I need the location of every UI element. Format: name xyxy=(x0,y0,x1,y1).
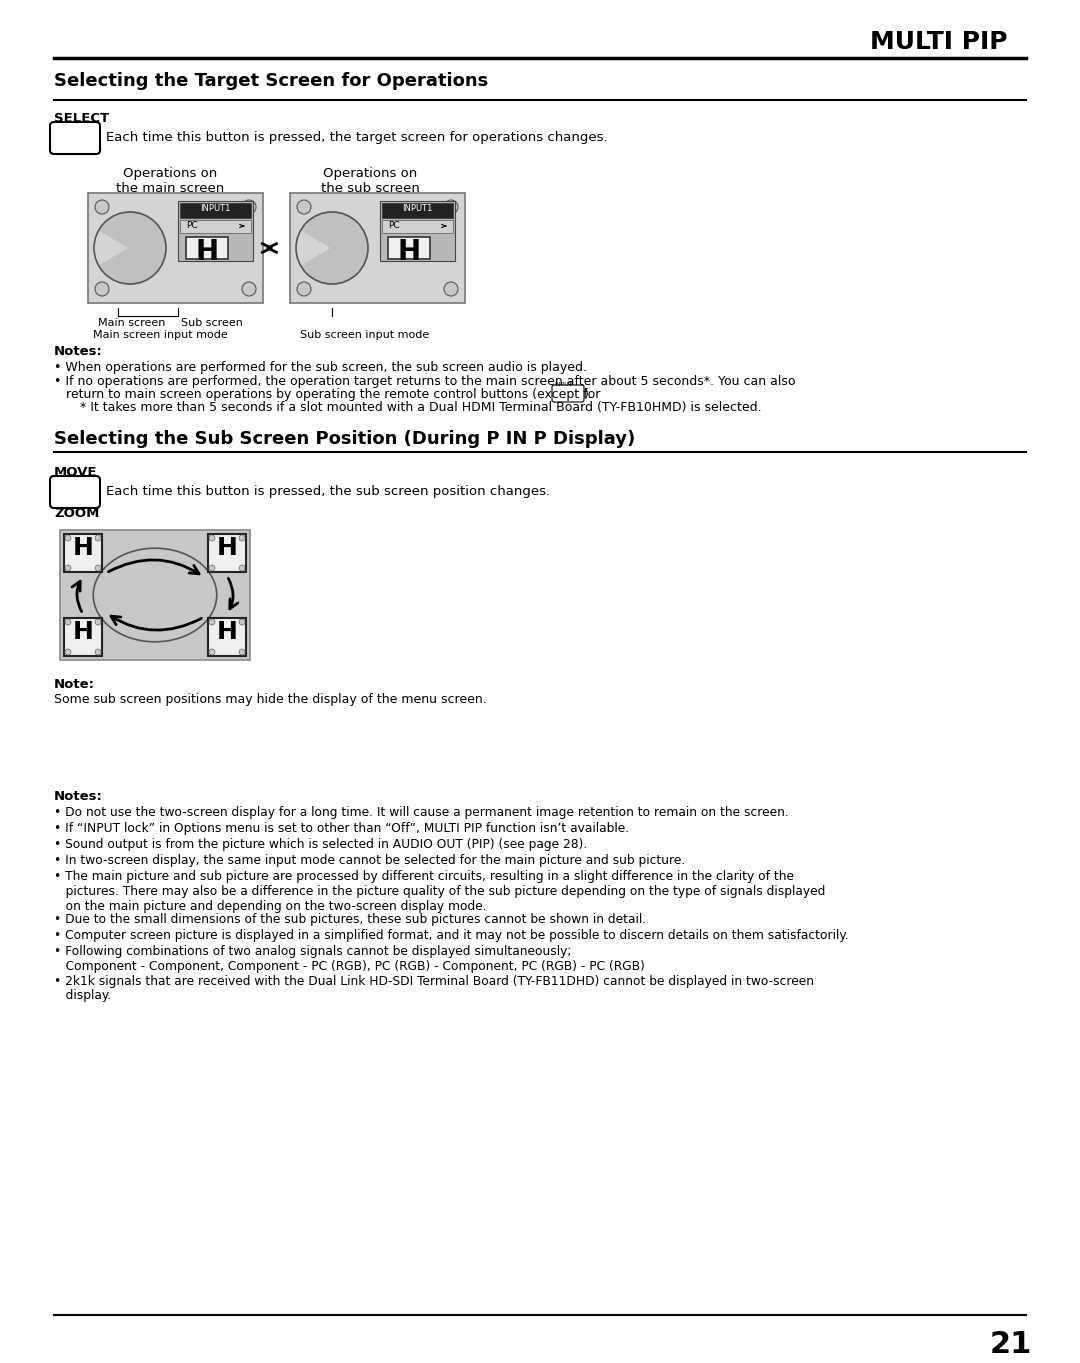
FancyBboxPatch shape xyxy=(388,237,430,259)
Circle shape xyxy=(95,649,102,656)
FancyBboxPatch shape xyxy=(208,617,246,656)
Circle shape xyxy=(242,282,256,296)
Ellipse shape xyxy=(93,548,217,642)
Circle shape xyxy=(239,649,245,656)
Circle shape xyxy=(242,200,256,214)
Circle shape xyxy=(239,566,245,571)
Text: Main screen: Main screen xyxy=(98,318,165,328)
Text: MULTI PIP: MULTI PIP xyxy=(870,30,1008,55)
Text: • Do not use the two-screen display for a long time. It will cause a permanent i: • Do not use the two-screen display for … xyxy=(54,806,788,819)
Text: Notes:: Notes: xyxy=(54,345,103,358)
FancyBboxPatch shape xyxy=(552,384,584,402)
Text: Note:: Note: xyxy=(54,677,95,691)
Circle shape xyxy=(297,200,311,214)
FancyBboxPatch shape xyxy=(50,476,100,508)
Text: Operations on
the sub screen: Operations on the sub screen xyxy=(321,168,419,195)
Circle shape xyxy=(297,282,311,296)
Text: • Computer screen picture is displayed in a simplified format, and it may not be: • Computer screen picture is displayed i… xyxy=(54,930,849,942)
Circle shape xyxy=(65,619,71,626)
Text: Sub screen input mode: Sub screen input mode xyxy=(300,330,429,339)
Text: return to main screen operations by operating the remote control buttons (except: return to main screen operations by oper… xyxy=(54,388,600,401)
Text: • In two-screen display, the same input mode cannot be selected for the main pic: • In two-screen display, the same input … xyxy=(54,855,685,867)
Text: INPUT: INPUT xyxy=(554,382,572,387)
Circle shape xyxy=(444,200,458,214)
FancyBboxPatch shape xyxy=(382,219,453,233)
Text: Main screen input mode: Main screen input mode xyxy=(93,330,228,339)
Circle shape xyxy=(95,566,102,571)
Text: • The main picture and sub picture are processed by different circuits, resultin: • The main picture and sub picture are p… xyxy=(54,870,825,913)
Text: H: H xyxy=(217,620,238,643)
Text: Operations on
the main screen: Operations on the main screen xyxy=(116,168,225,195)
Circle shape xyxy=(95,536,102,541)
Text: Each time this button is pressed, the sub screen position changes.: Each time this button is pressed, the su… xyxy=(106,485,550,497)
Text: • Following combinations of two analog signals cannot be displayed simultaneousl: • Following combinations of two analog s… xyxy=(54,945,645,973)
Text: • 2k1k signals that are received with the Dual Link HD-SDI Terminal Board (TY-FB: • 2k1k signals that are received with th… xyxy=(54,975,814,1003)
Text: INPUT1: INPUT1 xyxy=(200,204,231,213)
FancyBboxPatch shape xyxy=(87,194,264,303)
Text: Some sub screen positions may hide the display of the menu screen.: Some sub screen positions may hide the d… xyxy=(54,692,487,706)
Text: * It takes more than 5 seconds if a slot mounted with a Dual HDMI Terminal Board: * It takes more than 5 seconds if a slot… xyxy=(68,401,761,414)
FancyBboxPatch shape xyxy=(64,617,102,656)
FancyBboxPatch shape xyxy=(60,530,249,660)
Circle shape xyxy=(95,282,109,296)
Circle shape xyxy=(95,619,102,626)
FancyBboxPatch shape xyxy=(380,200,455,260)
FancyBboxPatch shape xyxy=(178,200,253,260)
Text: ZOOM: ZOOM xyxy=(54,507,99,521)
FancyBboxPatch shape xyxy=(64,534,102,572)
Text: 21: 21 xyxy=(990,1330,1032,1359)
Text: H: H xyxy=(397,239,420,266)
Text: Selecting the Target Screen for Operations: Selecting the Target Screen for Operatio… xyxy=(54,72,488,90)
Text: PC: PC xyxy=(186,221,198,230)
Circle shape xyxy=(444,282,458,296)
Wedge shape xyxy=(99,213,166,284)
Circle shape xyxy=(210,536,215,541)
Text: Each time this button is pressed, the target screen for operations changes.: Each time this button is pressed, the ta… xyxy=(106,131,608,144)
Text: INPUT1: INPUT1 xyxy=(403,204,433,213)
FancyBboxPatch shape xyxy=(50,123,100,154)
FancyBboxPatch shape xyxy=(208,534,246,572)
FancyBboxPatch shape xyxy=(186,237,228,259)
Text: PC: PC xyxy=(388,221,400,230)
Text: MOVE: MOVE xyxy=(54,466,97,478)
Text: Sub screen: Sub screen xyxy=(181,318,243,328)
Text: ).: ). xyxy=(584,388,593,401)
FancyBboxPatch shape xyxy=(382,203,453,218)
Circle shape xyxy=(210,649,215,656)
Circle shape xyxy=(65,536,71,541)
Circle shape xyxy=(239,619,245,626)
Text: • If no operations are performed, the operation target returns to the main scree: • If no operations are performed, the op… xyxy=(54,375,796,388)
Circle shape xyxy=(210,619,215,626)
Text: SELECT: SELECT xyxy=(54,112,109,125)
Text: • If “INPUT lock” in Options menu is set to other than “Off”, MULTI PIP function: • If “INPUT lock” in Options menu is set… xyxy=(54,822,630,836)
Circle shape xyxy=(65,566,71,571)
Circle shape xyxy=(210,566,215,571)
FancyBboxPatch shape xyxy=(180,219,251,233)
Text: H: H xyxy=(72,536,94,560)
Text: H: H xyxy=(217,536,238,560)
Circle shape xyxy=(65,649,71,656)
FancyBboxPatch shape xyxy=(180,203,251,218)
Text: Notes:: Notes: xyxy=(54,791,103,803)
FancyBboxPatch shape xyxy=(291,194,465,303)
Text: • Due to the small dimensions of the sub pictures, these sub pictures cannot be : • Due to the small dimensions of the sub… xyxy=(54,913,646,925)
Text: H: H xyxy=(72,620,94,643)
Circle shape xyxy=(95,200,109,214)
Circle shape xyxy=(239,536,245,541)
Text: • Sound output is from the picture which is selected in AUDIO OUT (PIP) (see pag: • Sound output is from the picture which… xyxy=(54,838,588,851)
Text: Selecting the Sub Screen Position (During P IN P Display): Selecting the Sub Screen Position (Durin… xyxy=(54,429,635,448)
Text: • When operations are performed for the sub screen, the sub screen audio is play: • When operations are performed for the … xyxy=(54,361,588,373)
Text: H: H xyxy=(195,239,218,266)
Wedge shape xyxy=(301,213,368,284)
